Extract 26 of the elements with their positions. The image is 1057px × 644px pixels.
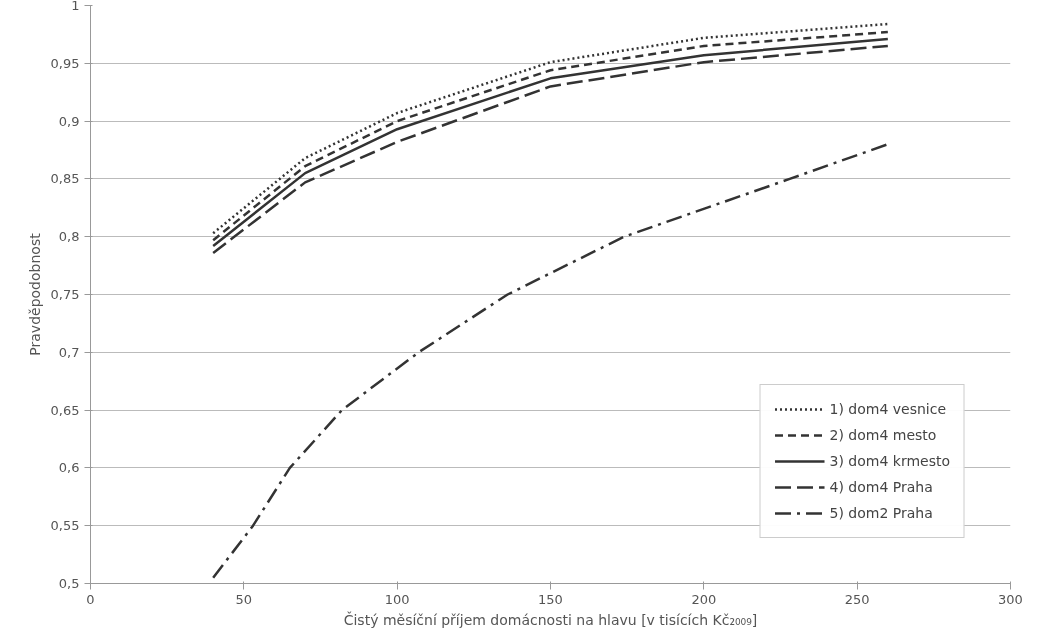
line-series [211,142,890,579]
y-tick-label: 0,95 [50,55,80,71]
x-tick-label: 150 [538,591,563,607]
y-tick-label: 0,85 [50,171,80,187]
x-tick-label: 200 [691,591,717,607]
x-tick-label: 250 [844,591,870,607]
y-tick-label: 0,8 [58,229,80,245]
y-tick-label: 0,5 [58,576,80,591]
y-tick-label: 0,55 [50,518,80,534]
x-tick-label: 100 [384,591,410,607]
y-axis-title: Pravděpodobnost [26,232,43,356]
y-tick-label: 0,7 [58,344,80,360]
legend-label: 5) dom2 Praha [829,505,933,521]
legend-label: 4) dom4 Praha [829,479,933,495]
x-axis-title: Čistý měsíční příjem domácnosti na hlavu [v tisících Kč₂₀₀₉] [343,610,758,628]
x-tick-label: 0 [86,591,95,607]
x-tick-label: 300 [998,591,1023,607]
y-tick-label: 0,9 [58,113,80,129]
y-tick-label: 0,75 [50,287,80,302]
y-tick-label: 0,65 [50,402,80,418]
y-tick-label: 0,6 [58,460,80,476]
y-tick-label: 1 [71,0,80,13]
legend-label: 1) dom4 vesnice [829,401,947,417]
legend-label: 2) dom4 mesto [829,427,937,443]
x-tick-label: 50 [235,591,253,607]
legend-label: 3) dom4 krmesto [829,453,950,469]
